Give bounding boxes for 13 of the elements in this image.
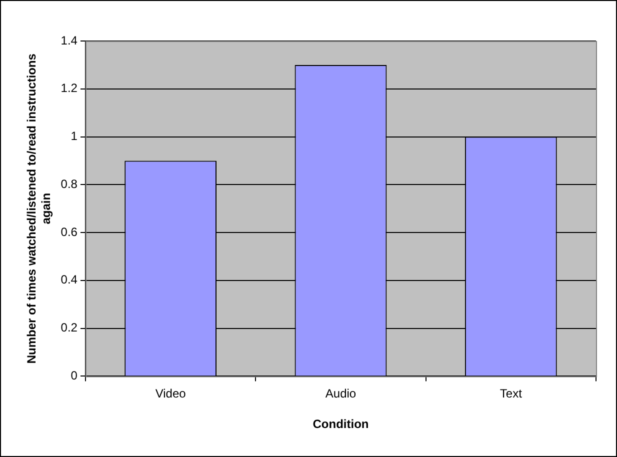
x-axis-title: Condition — [312, 417, 369, 432]
y-tick-label: 0.4 — [60, 272, 78, 287]
y-tick-label: 1 — [70, 129, 78, 144]
y-tick-label: 0.8 — [60, 176, 78, 191]
y-axis-title: Number of times watched/listened to/read instructions again — [24, 53, 53, 364]
y-tick-label: 1.4 — [60, 33, 78, 48]
x-tick-label: Audio — [325, 386, 356, 401]
y-tick-label: 0 — [70, 368, 78, 383]
y-tick-label: 0.6 — [60, 224, 78, 239]
x-tick-label: Video — [155, 386, 186, 401]
y-tick-label: 0.2 — [60, 320, 78, 335]
y-tick-label: 1.2 — [60, 81, 78, 96]
x-tick-label: Text — [500, 386, 523, 401]
